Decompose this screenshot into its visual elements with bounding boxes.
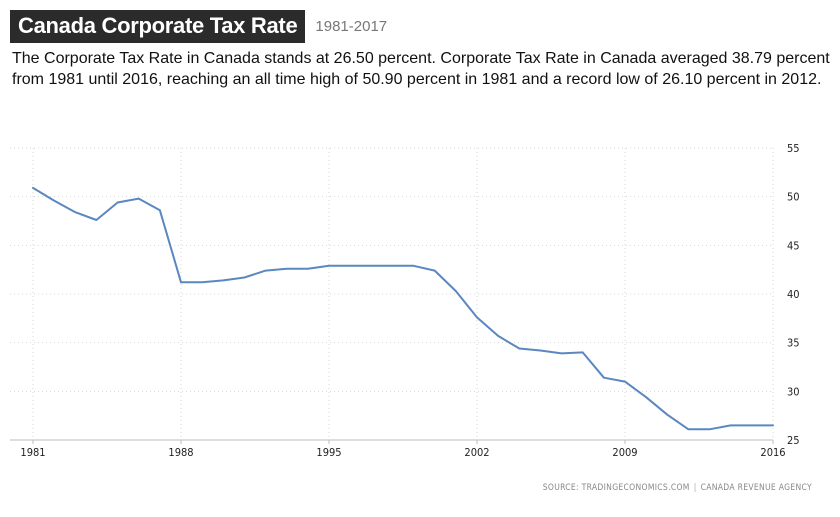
data-point (138, 198, 140, 200)
x-axis-ticks: 1981 1988 1995 2002 2009 2016 (20, 440, 786, 459)
x-tick-label: 1981 (20, 446, 45, 459)
x-tick-label: 1995 (316, 446, 341, 459)
y-tick-label: 40 (787, 288, 800, 301)
x-tick-label: 2009 (612, 446, 637, 459)
data-point (222, 279, 224, 281)
data-point (370, 265, 372, 267)
chart-description: The Corporate Tax Rate in Canada stands … (12, 50, 830, 88)
y-tick-label: 50 (787, 191, 800, 204)
data-point (497, 335, 499, 337)
data-point (455, 290, 457, 292)
data-point (709, 428, 711, 430)
data-point (32, 187, 34, 189)
source-separator: | (693, 483, 697, 493)
y-tick-label: 30 (787, 385, 800, 398)
y-axis: 25 30 35 40 45 50 55 (787, 142, 800, 447)
data-point (434, 270, 436, 272)
x-tick-label: 1988 (168, 446, 193, 459)
data-point (476, 316, 478, 318)
data-point (624, 381, 626, 383)
y-tick-label: 35 (787, 337, 800, 350)
data-point (286, 268, 288, 270)
chart-header: Canada Corporate Tax Rate 1981-2017 (10, 10, 387, 43)
data-point (265, 270, 267, 272)
data-point (201, 281, 203, 283)
data-point (117, 202, 119, 204)
chart-title: Canada Corporate Tax Rate (10, 10, 306, 43)
source-right: CANADA REVENUE AGENCY (700, 483, 812, 493)
y-tick-label: 55 (787, 142, 800, 155)
grid-lines (10, 147, 774, 440)
data-point (645, 396, 647, 398)
source-note: SOURCE: TRADINGECONOMICS.COM | CANADA REVE… (543, 483, 812, 493)
chart-date-range: 1981-2017 (315, 18, 388, 35)
data-point (539, 350, 541, 352)
x-tick-label: 2002 (464, 446, 489, 459)
data-point (307, 268, 309, 270)
y-tick-label: 25 (787, 434, 800, 447)
x-tick-label: 2016 (760, 446, 785, 459)
data-point (687, 428, 689, 430)
source-left: SOURCE: TRADINGECONOMICS.COM (542, 483, 690, 493)
y-tick-label: 45 (787, 239, 800, 252)
data-point (74, 211, 76, 213)
data-point (53, 200, 55, 202)
data-point (518, 348, 520, 350)
data-point (243, 277, 245, 279)
data-point (391, 265, 393, 267)
data-point (561, 352, 563, 354)
data-point (582, 351, 584, 353)
data-point (772, 424, 774, 426)
data-point (95, 219, 97, 221)
data-point (730, 424, 732, 426)
data-point (349, 265, 351, 267)
data-point (180, 281, 182, 283)
series (32, 186, 774, 431)
series-line (32, 186, 774, 431)
data-point (666, 414, 668, 416)
data-point (328, 265, 330, 267)
data-point (413, 265, 415, 267)
data-point (159, 209, 161, 211)
data-point (603, 377, 605, 379)
data-point (751, 424, 753, 426)
